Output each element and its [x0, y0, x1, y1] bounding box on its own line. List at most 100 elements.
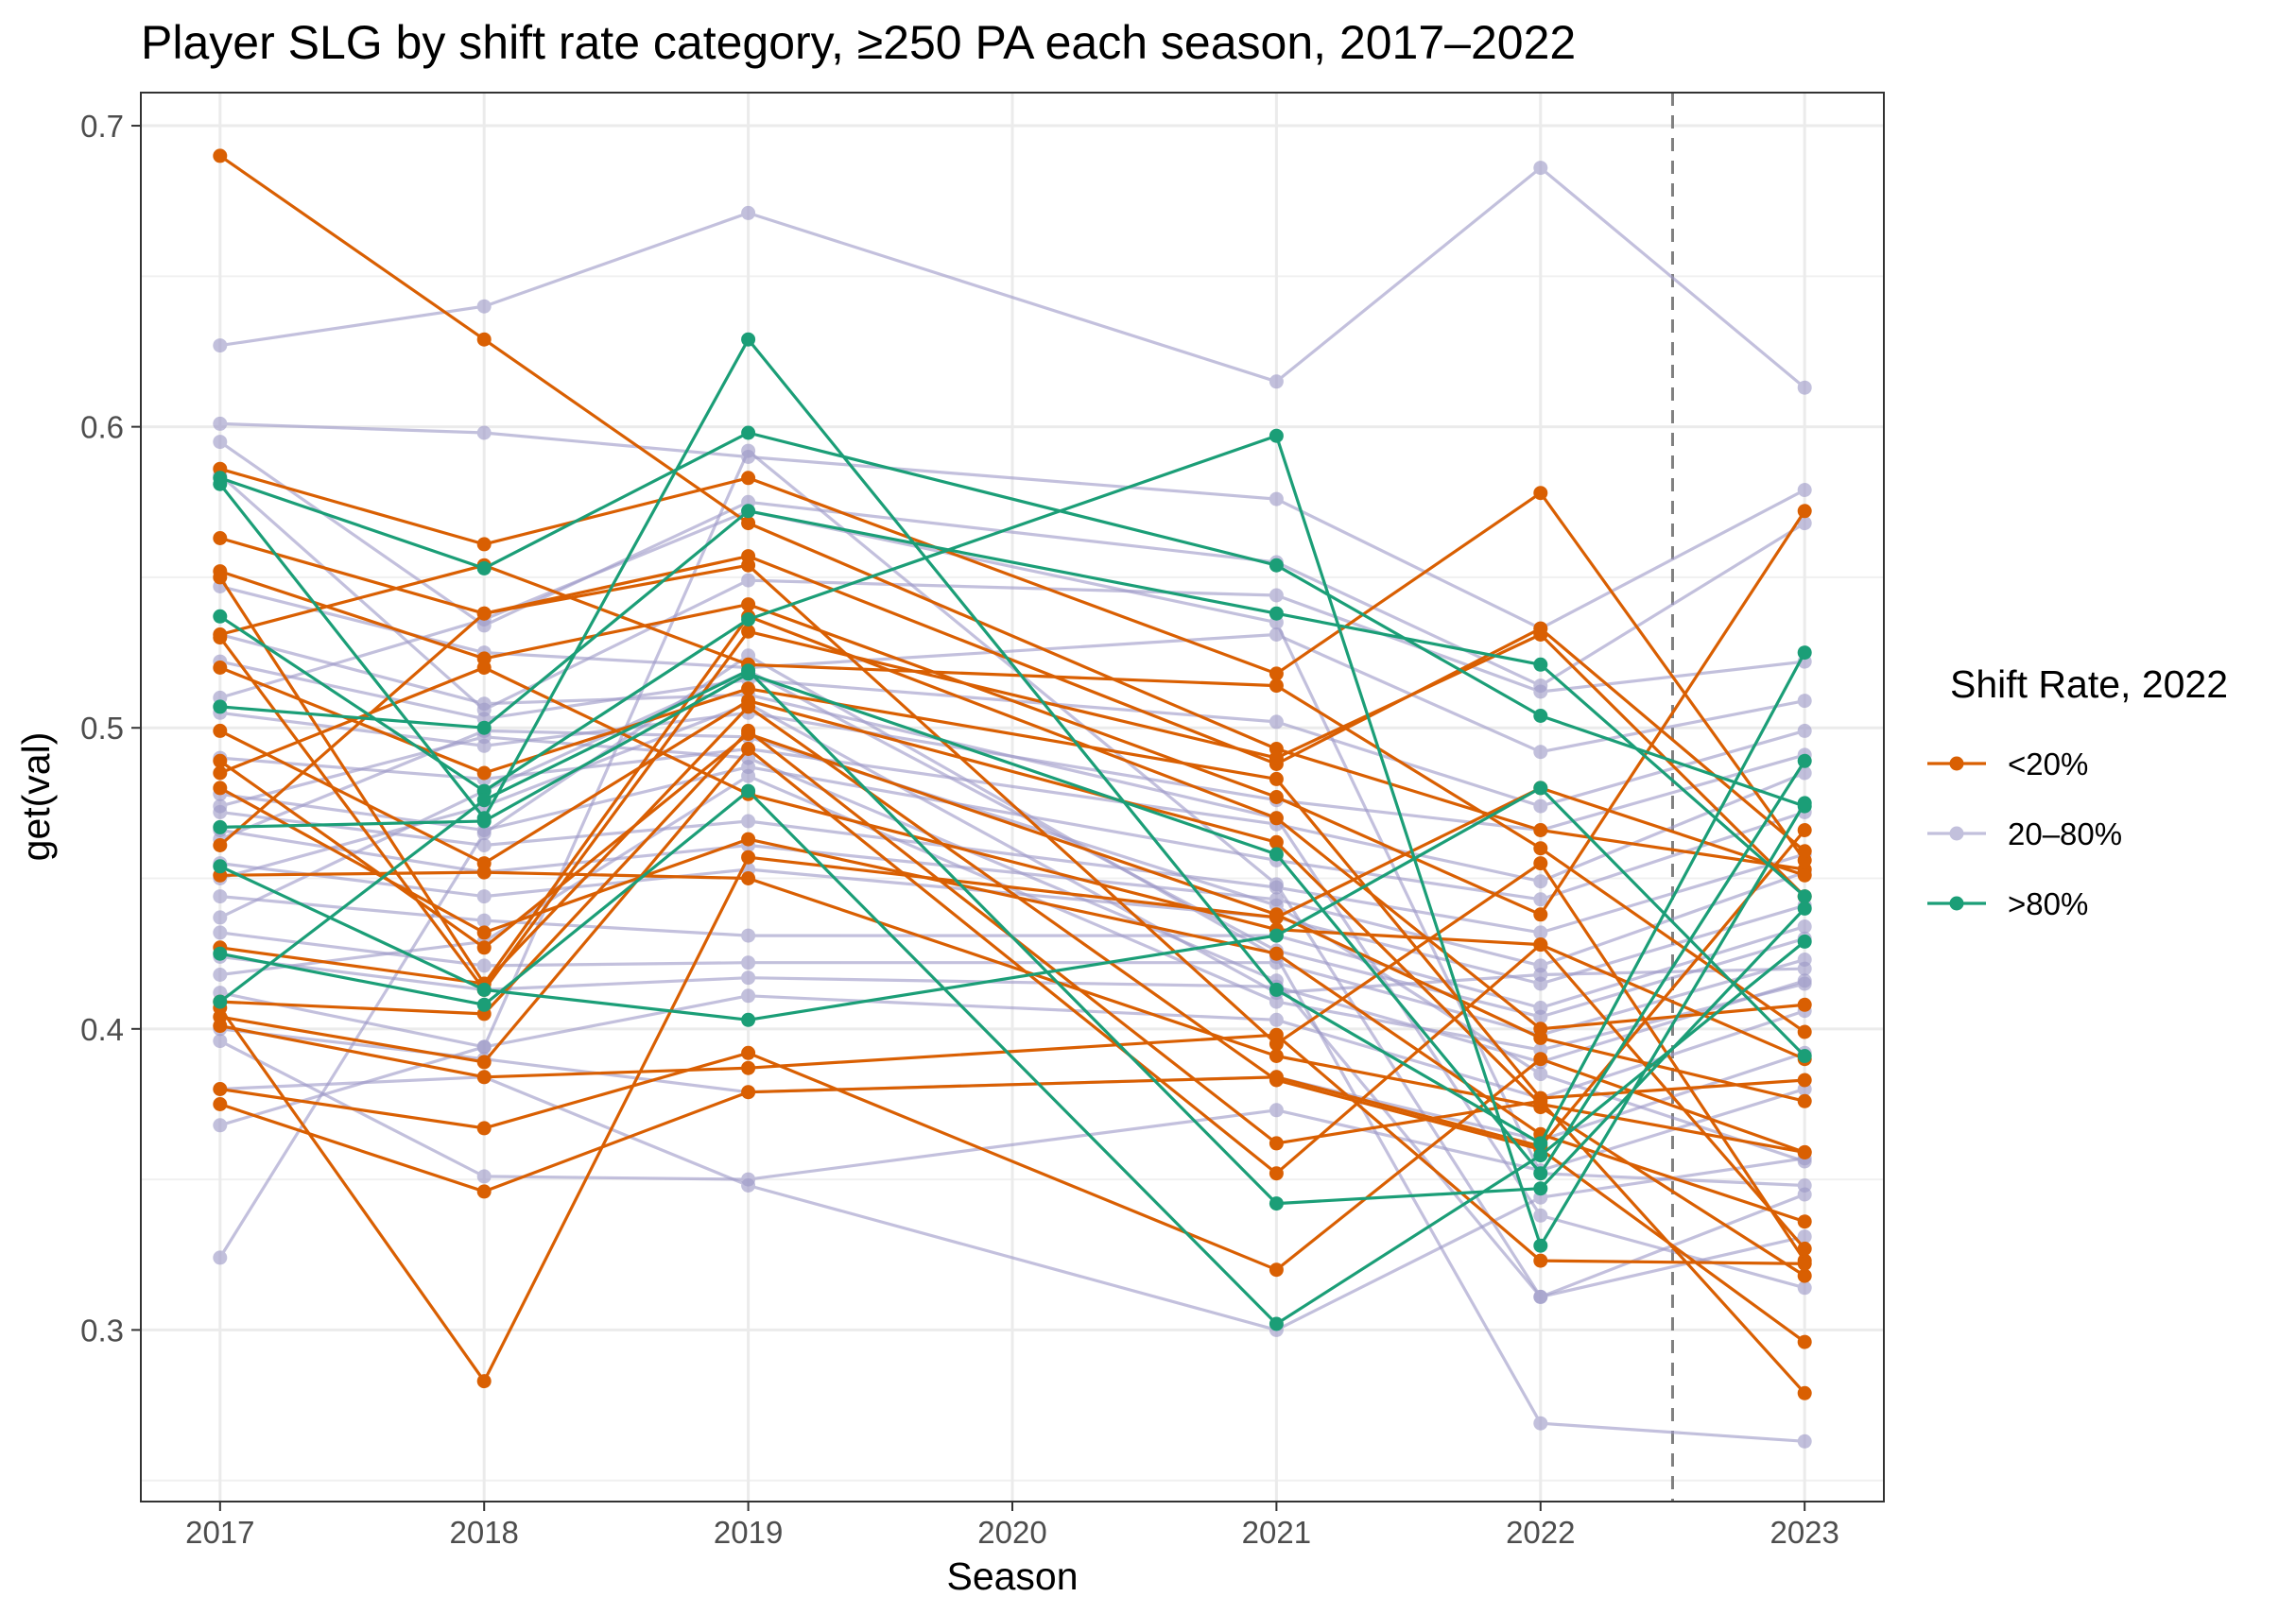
data-point: [476, 925, 492, 940]
data-point: [1269, 910, 1284, 925]
data-point: [213, 699, 228, 714]
data-point: [1269, 928, 1284, 943]
data-point: [1797, 1093, 1812, 1108]
data-point: [213, 859, 228, 874]
data-point: [1533, 657, 1548, 672]
data-point: [476, 1374, 492, 1389]
data-point: [476, 958, 492, 973]
data-point: [1269, 790, 1284, 804]
data-point: [741, 332, 756, 347]
series-line-8: [213, 727, 1812, 1108]
data-point: [1269, 1012, 1284, 1027]
data-point: [1797, 1049, 1812, 1063]
series-path: [218, 434, 1806, 1247]
data-point: [213, 968, 228, 982]
data-point: [1533, 1181, 1548, 1196]
series-path: [218, 563, 1806, 1262]
series-path: [219, 789, 1806, 1326]
legend-label-0: <20%: [2008, 747, 2088, 781]
data-point: [476, 793, 492, 808]
data-point: [1533, 1166, 1548, 1181]
data-point: [213, 753, 228, 768]
series-path: [219, 1039, 1805, 1181]
series-path: [218, 629, 1806, 992]
data-point: [1533, 1136, 1548, 1151]
data-point: [1797, 1024, 1812, 1039]
series-path: [219, 747, 1805, 884]
data-point: [1269, 606, 1284, 621]
data-point: [213, 925, 228, 940]
series-line-56: [213, 663, 1812, 1211]
series-path: [219, 665, 1805, 1061]
data-point: [1269, 834, 1284, 850]
y-tick-label: 0.5: [80, 711, 124, 746]
data-point: [476, 982, 492, 997]
series-path: [219, 747, 1806, 1250]
y-tick-label: 0.4: [80, 1012, 124, 1047]
data-point: [1533, 874, 1548, 889]
data-point: [476, 537, 492, 552]
data-point: [1533, 856, 1548, 871]
data-point: [1797, 1178, 1812, 1193]
series-path: [219, 509, 1806, 917]
data-point: [213, 1250, 228, 1265]
series-path: [219, 829, 1806, 1193]
data-point: [213, 994, 228, 1009]
legend: Shift Rate, 2022 <20% 20–80% >80%: [1927, 662, 2228, 921]
chart-title: Player SLG by shift rate category, ≥250 …: [141, 16, 1576, 69]
data-point: [741, 597, 756, 612]
series-path: [219, 421, 1805, 630]
data-point: [476, 332, 492, 347]
data-point: [213, 889, 228, 904]
series-line-21: [213, 161, 1812, 395]
x-tick-label: 2019: [714, 1515, 783, 1550]
data-point: [1533, 1253, 1548, 1268]
data-point: [1533, 684, 1548, 699]
series-path: [219, 431, 1805, 808]
data-point: [1269, 1196, 1284, 1211]
data-point: [1797, 934, 1812, 949]
data-point: [741, 768, 756, 783]
legend-key-point: [1949, 756, 1964, 771]
data-point: [1533, 1416, 1548, 1431]
data-point: [741, 516, 756, 531]
series-path: [219, 1075, 1805, 1332]
data-point: [476, 1039, 492, 1055]
data-point: [741, 723, 756, 738]
data-point: [1269, 994, 1284, 1009]
data-point: [1269, 811, 1284, 826]
data-point: [1533, 907, 1548, 922]
data-point: [1533, 745, 1548, 760]
data-point: [741, 681, 756, 696]
data-point: [1269, 1262, 1284, 1278]
data-point: [1269, 982, 1284, 997]
data-point: [476, 997, 492, 1012]
series-path: [218, 473, 1805, 712]
data-point: [1533, 937, 1548, 953]
data-point: [741, 970, 756, 986]
series-path: [219, 764, 1805, 901]
data-point: [741, 1012, 756, 1027]
data-point: [1269, 374, 1284, 389]
data-point: [476, 720, 492, 735]
data-point: [1797, 1229, 1812, 1245]
data-point: [741, 471, 756, 486]
series-line-51: [213, 428, 1812, 1253]
x-tick-label: 2017: [185, 1515, 254, 1550]
data-point: [1533, 798, 1548, 814]
data-point: [213, 435, 228, 450]
data-point: [476, 1121, 492, 1136]
data-point: [1533, 486, 1548, 501]
data-point: [1533, 1030, 1548, 1045]
data-point: [476, 425, 492, 440]
data-point: [1797, 1385, 1812, 1400]
data-point: [1269, 1049, 1284, 1063]
data-point: [1533, 1148, 1548, 1163]
data-point: [1797, 796, 1812, 811]
data-point: [476, 826, 492, 841]
series-path: [219, 991, 1805, 1100]
series-path: [219, 698, 1805, 1154]
data-point: [213, 570, 228, 585]
data-point: [741, 783, 756, 798]
data-point: [1797, 961, 1812, 976]
